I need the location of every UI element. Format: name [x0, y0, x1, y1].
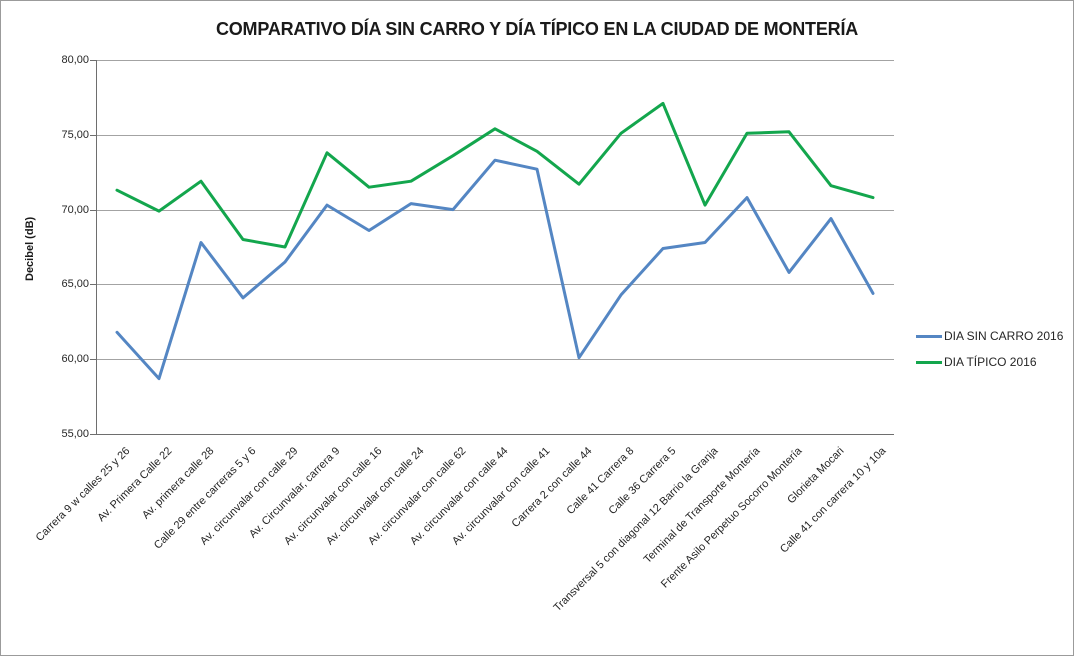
y-tick-label: 55,00 — [61, 428, 89, 440]
y-tick-label: 60,00 — [61, 353, 89, 366]
y-tick-label: 65,00 — [61, 278, 89, 291]
legend-item-1: DIA TÍPICO 2016 — [916, 349, 1063, 375]
legend: DIA SIN CARRO 2016 DIA TÍPICO 2016 — [916, 323, 1063, 375]
chart-title: COMPARATIVO DÍA SIN CARRO Y DÍA TÍPICO E… — [215, 19, 859, 39]
series-line-0 — [115, 158, 875, 381]
legend-item-0: DIA SIN CARRO 2016 — [916, 323, 1063, 349]
y-tick-label: 80,00 — [61, 54, 89, 66]
series-line-1 — [115, 101, 875, 249]
legend-label: DIA TÍPICO 2016 — [944, 355, 1037, 369]
legend-line-swatch — [916, 334, 942, 338]
legend-line-swatch — [916, 360, 942, 364]
y-tick-label: 75,00 — [61, 128, 89, 141]
legend-label: DIA SIN CARRO 2016 — [944, 329, 1064, 343]
y-tick-label: 70,00 — [61, 203, 89, 216]
